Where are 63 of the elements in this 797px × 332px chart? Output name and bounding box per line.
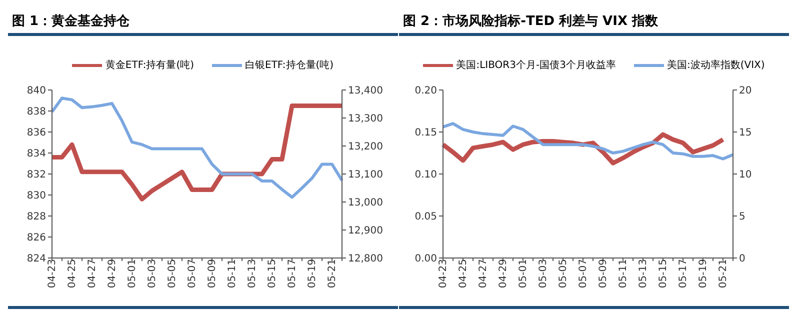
x-tick-label: 05-01 xyxy=(518,259,530,288)
x-tick-label: 04-29 xyxy=(107,259,118,288)
y2-tick-label: 12,800 xyxy=(348,254,383,265)
y-tick-label: 838 xyxy=(26,106,46,118)
y2-tick-label: 13,300 xyxy=(348,114,383,125)
y2-tick-label: 10 xyxy=(739,170,752,181)
y-tick-label: 0.05 xyxy=(414,212,437,223)
line-series xyxy=(442,122,734,160)
x-tick-label: 05-09 xyxy=(598,259,610,288)
y2-tick-label: 12,900 xyxy=(348,226,383,237)
x-tick-label: 04-25 xyxy=(458,259,470,288)
x-tick-label: 05-03 xyxy=(538,259,550,288)
x-tick-label: 05-05 xyxy=(167,259,178,288)
x-tick-label: 05-03 xyxy=(147,259,158,288)
x-tick-label: 04-23 xyxy=(438,259,450,288)
x-tick-label: 05-15 xyxy=(658,259,670,288)
x-tick-label: 05-01 xyxy=(127,259,138,288)
legend-label: 美国:波动率指数(VIX) xyxy=(666,58,765,72)
y2-tick-label: 13,100 xyxy=(348,170,383,181)
y-tick-label: 826 xyxy=(26,232,46,244)
x-tick-label: 05-09 xyxy=(207,259,218,288)
x-tick-label: 05-21 xyxy=(718,259,730,288)
x-tick-label: 04-27 xyxy=(87,259,98,288)
x-tick-label: 05-07 xyxy=(578,259,590,288)
y-tick-label: 832 xyxy=(26,170,46,181)
y-tick-label: 828 xyxy=(26,212,46,223)
x-tick-label: 04-29 xyxy=(498,259,510,288)
x-tick-label: 05-17 xyxy=(678,259,690,288)
legend-label: 黄金ETF:持有量(吨) xyxy=(105,58,194,72)
y-tick-label: 0.20 xyxy=(414,86,437,97)
x-tick-label: 05-11 xyxy=(227,259,238,288)
x-tick-label: 05-05 xyxy=(558,259,570,288)
x-tick-label: 04-27 xyxy=(478,259,490,288)
y2-tick-label: 13,000 xyxy=(348,198,383,209)
y-tick-label: 830 xyxy=(26,190,46,202)
y2-tick-label: 15 xyxy=(739,128,752,139)
x-tick-label: 05-19 xyxy=(698,259,710,288)
y2-tick-label: 20 xyxy=(739,86,752,97)
x-tick-label: 05-19 xyxy=(307,259,318,288)
x-tick-label: 05-13 xyxy=(638,259,650,288)
x-tick-label: 05-13 xyxy=(247,259,258,288)
y2-tick-label: 0 xyxy=(739,254,746,265)
x-tick-label: 05-15 xyxy=(267,259,278,288)
y2-tick-label: 13,200 xyxy=(348,142,383,153)
x-tick-label: 05-17 xyxy=(287,259,298,288)
y-tick-label: 0.10 xyxy=(414,170,437,181)
y-tick-label: 840 xyxy=(26,86,46,97)
y-tick-label: 0.00 xyxy=(414,254,437,265)
y-tick-label: 0.15 xyxy=(414,128,437,139)
y-tick-label: 836 xyxy=(26,128,46,139)
x-tick-label: 05-11 xyxy=(618,259,630,288)
x-tick-label: 05-21 xyxy=(327,259,338,288)
x-tick-label: 04-25 xyxy=(67,259,78,288)
y2-tick-label: 5 xyxy=(739,212,746,223)
chart-title: 图 1：黄金基金持仓 xyxy=(11,13,131,31)
legend-label: 美国:LIBOR3个月-国债3个月收益率 xyxy=(456,58,616,72)
y-tick-label: 824 xyxy=(26,254,46,265)
legend-label: 白银ETF:持仓量(吨) xyxy=(245,58,334,72)
y-tick-label: 834 xyxy=(26,148,46,160)
x-tick-label: 05-07 xyxy=(187,259,198,288)
chart-title: 图 2：市场风险指标-TED 利差与 VIX 指数 xyxy=(402,12,660,31)
y2-tick-label: 13,400 xyxy=(348,86,383,97)
x-tick-label: 04-23 xyxy=(47,259,58,288)
